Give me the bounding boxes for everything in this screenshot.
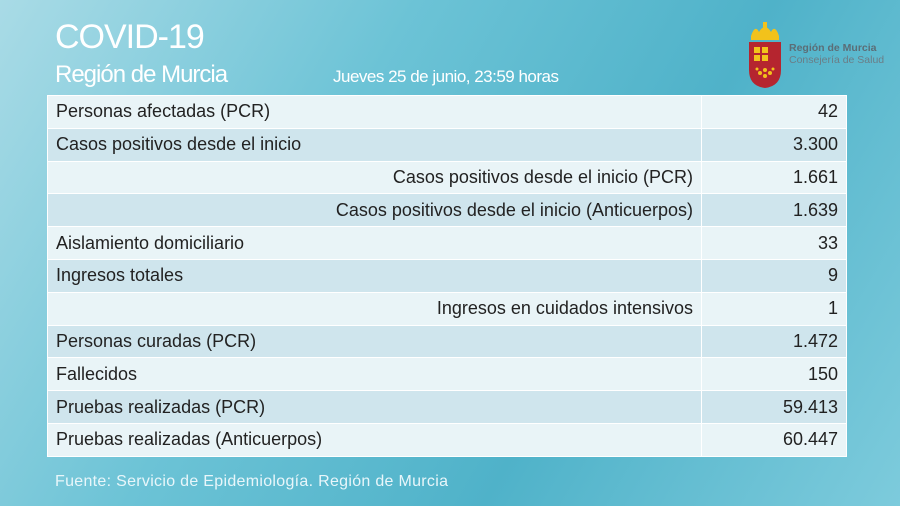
coat-of-arms-icon: [749, 22, 781, 88]
row-label: Aislamiento domiciliario: [47, 226, 702, 260]
row-label: Pruebas realizadas (PCR): [47, 390, 702, 424]
row-value: 1.472: [701, 324, 847, 359]
row-label: Personas curadas (PCR): [47, 324, 702, 359]
row-label: Personas afectadas (PCR): [47, 95, 702, 129]
table-row: Ingresos totales 9: [47, 258, 847, 293]
row-label: Casos positivos desde el inicio (PCR): [47, 160, 702, 195]
table-row: Personas afectadas (PCR) 42: [47, 95, 847, 129]
row-value: 1.661: [701, 160, 847, 195]
row-value: 60.447: [701, 422, 847, 457]
logo-line1: Región de Murcia: [789, 42, 877, 54]
row-label: Ingresos totales: [47, 258, 702, 293]
table-row: Personas curadas (PCR) 1.472: [47, 324, 847, 359]
covid-stats-table: Personas afectadas (PCR) 42 Casos positivo…: [47, 95, 847, 457]
row-value: 1.639: [701, 193, 847, 228]
row-label: Pruebas realizadas (Anticuerpos): [47, 422, 702, 457]
table-row: Ingresos en cuidados intensivos 1: [47, 291, 847, 326]
source-note: Fuente: Servicio de Epidemiología. Regió…: [55, 473, 449, 490]
row-label: Casos positivos desde el inicio: [47, 127, 702, 162]
row-value: 33: [701, 226, 847, 260]
table-row: Aislamiento domiciliario 33: [47, 226, 847, 260]
region-logo: Región de Murcia Consejería de Salud: [745, 22, 895, 88]
table-row: Casos positivos desde el inicio (Anticue…: [47, 193, 847, 228]
row-value: 1: [701, 291, 847, 326]
table-row: Pruebas realizadas (PCR) 59.413: [47, 390, 847, 424]
row-value: 9: [701, 258, 847, 293]
row-label: Fallecidos: [47, 357, 702, 392]
report-date: Jueves 25 de junio, 23:59 horas: [333, 67, 559, 86]
row-value: 42: [701, 95, 847, 129]
table-row: Fallecidos 150: [47, 357, 847, 392]
table-row: Casos positivos desde el inicio 3.300: [47, 127, 847, 162]
row-label: Casos positivos desde el inicio (Anticue…: [47, 193, 702, 228]
row-value: 3.300: [701, 127, 847, 162]
row-value: 150: [701, 357, 847, 392]
row-label: Ingresos en cuidados intensivos: [47, 291, 702, 326]
logo-line2: Consejería de Salud: [789, 54, 885, 66]
page-title: COVID-19: [55, 18, 205, 56]
page-subtitle: Región de Murcia: [55, 61, 228, 88]
table-row: Pruebas realizadas (Anticuerpos) 60.447: [47, 422, 847, 457]
row-value: 59.413: [701, 390, 847, 424]
table-row: Casos positivos desde el inicio (PCR) 1.6…: [47, 160, 847, 195]
